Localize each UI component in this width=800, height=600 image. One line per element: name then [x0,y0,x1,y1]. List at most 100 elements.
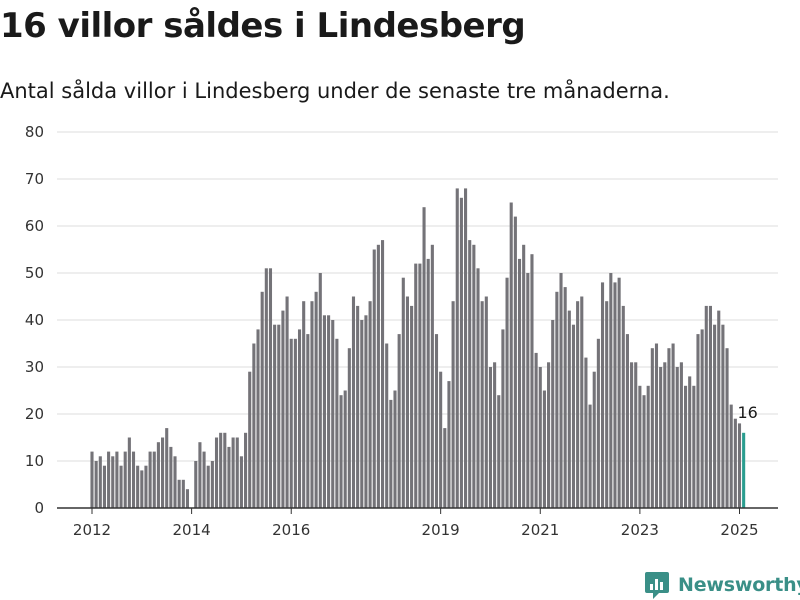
bar [318,273,322,508]
bar [277,324,281,508]
bar [468,240,472,508]
bar [567,310,571,508]
bar [737,423,742,508]
bar [410,305,414,508]
bar [418,263,422,508]
bar [331,320,335,508]
bar [285,296,289,508]
bar [397,334,401,508]
bar [322,315,326,508]
bar [505,277,509,508]
bar [185,489,190,508]
bar [169,446,173,508]
bar [177,479,181,508]
bar [721,324,725,508]
bar [165,428,169,508]
bar [426,258,430,508]
bar [389,399,393,508]
y-tick-label: 40 [25,311,44,329]
bar [547,362,551,508]
y-tick-label: 60 [25,217,44,235]
bar [472,244,476,509]
x-tick-label: 2023 [621,521,659,539]
bar [239,456,243,508]
bar [144,465,148,508]
bar [281,310,285,508]
bar [497,395,501,508]
bar [235,437,239,508]
y-tick-label: 50 [25,264,44,282]
bar [455,188,459,508]
bar [679,362,683,508]
bar [244,432,248,508]
bar [327,315,331,508]
y-tick-label: 10 [25,452,44,470]
bar [663,362,667,508]
bar [430,244,434,509]
bar [434,334,439,508]
bar [248,371,252,508]
bar [364,315,368,508]
bar [252,343,256,508]
bar [314,291,318,508]
y-tick-label: 20 [25,405,44,423]
bar [667,348,671,508]
bar [646,385,650,508]
y-tick-label: 0 [34,499,44,517]
bar [447,381,451,508]
bar [638,385,642,508]
bar [634,362,638,508]
bar [439,371,443,508]
newsworthy-logo-icon [645,572,669,599]
bar [600,282,605,508]
bar [268,268,273,508]
chart-subtitle: Antal sålda villor i Lindesberg under de… [0,79,670,103]
bar [107,451,111,508]
bar [534,352,538,508]
bar [588,404,592,508]
bar [696,334,700,508]
y-tick-label: 80 [25,123,44,141]
bar [704,305,708,508]
bar [335,338,339,508]
bar [119,465,123,508]
bar [580,296,584,508]
bar [256,329,260,508]
bar [522,244,526,509]
bar [202,451,206,508]
bar [542,390,546,508]
bar [380,240,385,508]
bar [210,461,214,508]
bar [605,301,609,508]
bar [592,371,596,508]
bar [401,277,405,508]
x-tick-label: 2025 [720,521,758,539]
bar [206,465,210,508]
bar [360,320,364,508]
bar [650,348,654,508]
bar [223,432,227,508]
bar [443,428,447,508]
bar [596,338,600,508]
bar [98,456,102,508]
x-tick-label: 2019 [422,521,460,539]
bar [273,324,277,508]
bar [264,268,268,508]
x-tick-label: 2016 [272,521,310,539]
bar [609,273,613,508]
bar [310,301,314,508]
bar [555,291,559,508]
bar [671,343,675,508]
bar [729,404,733,508]
bar [136,465,140,508]
bar [501,329,505,508]
bar [559,273,563,508]
bar [231,437,235,508]
bar [613,282,617,508]
bar-latest [742,432,746,508]
x-tick-label: 2012 [73,521,111,539]
bar [393,390,397,508]
bar [692,385,696,508]
bar [90,451,94,508]
